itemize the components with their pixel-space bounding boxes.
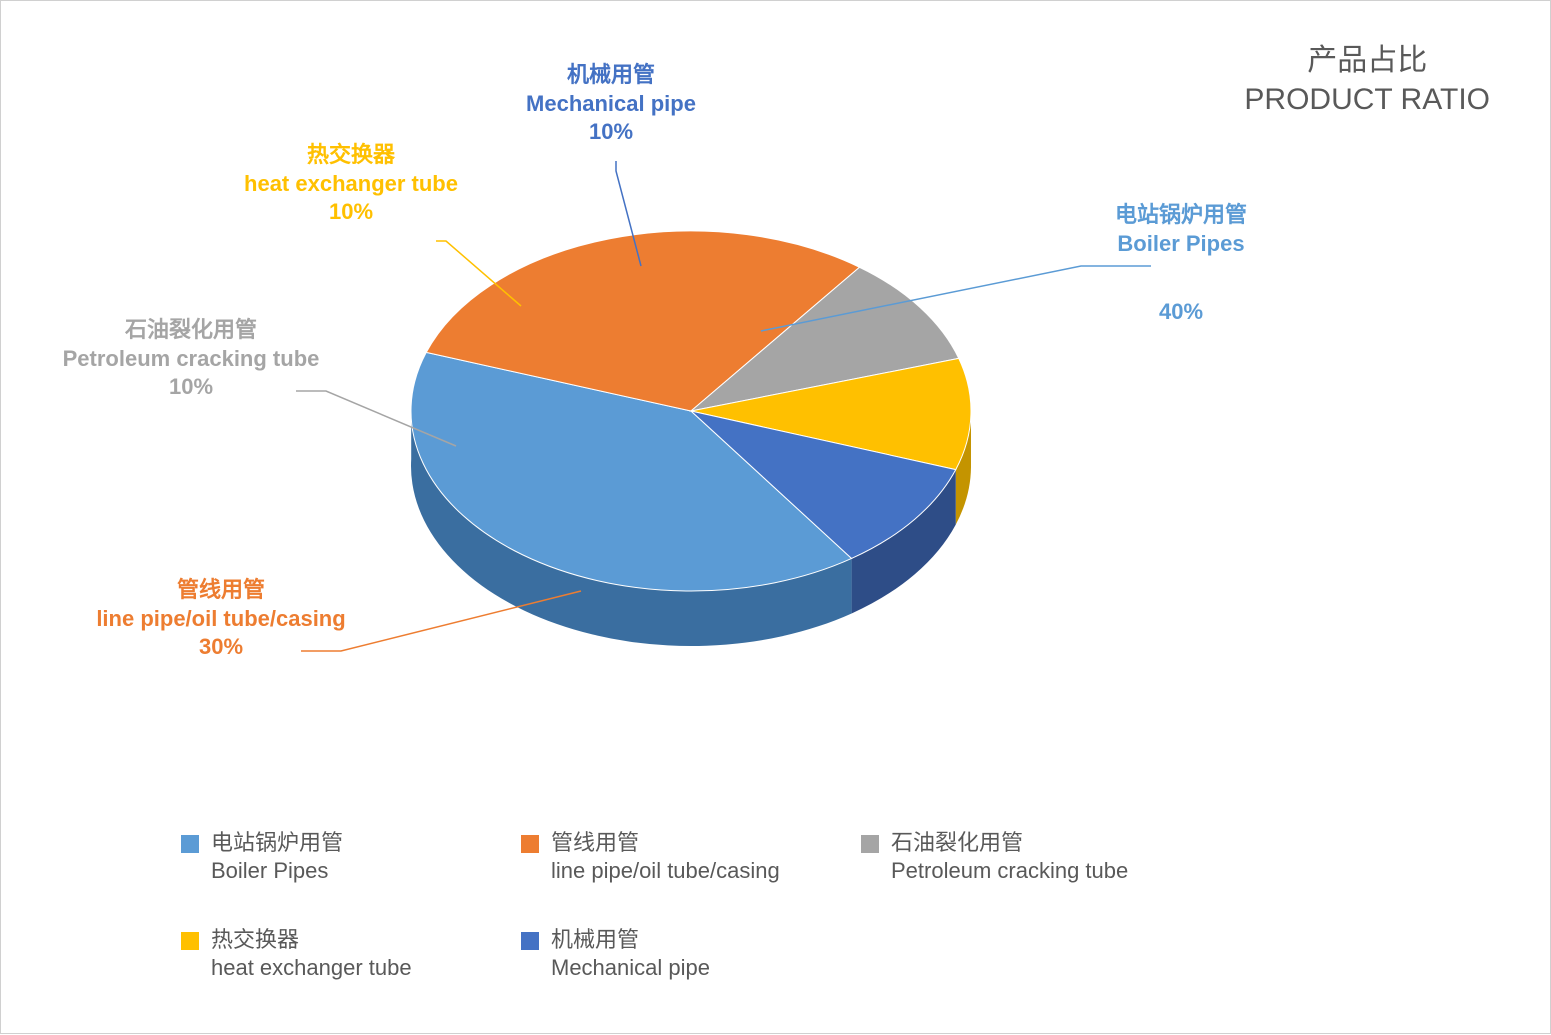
label-pct: 40% [1115, 298, 1247, 327]
label-en: Boiler Pipes [1115, 230, 1247, 259]
label-en: Mechanical pipe [526, 90, 696, 119]
legend-text: 热交换器heat exchanger tube [211, 926, 412, 983]
legend-text: 电站锅炉用管Boiler Pipes [211, 829, 343, 886]
label-cn: 电站锅炉用管 [1115, 201, 1247, 230]
pie-chart [381, 181, 1001, 681]
legend-swatch [181, 932, 199, 950]
label-linepipe: 管线用管line pipe/oil tube/casing30% [96, 576, 345, 662]
label-pct: 30% [96, 633, 345, 662]
legend-item-4: 机械用管Mechanical pipe [521, 926, 861, 983]
legend-text: 机械用管Mechanical pipe [551, 926, 710, 983]
label-cn: 管线用管 [96, 576, 345, 605]
label-pct: 10% [244, 198, 458, 227]
legend-swatch [861, 835, 879, 853]
label-cn: 石油裂化用管 [63, 316, 320, 345]
legend: 电站锅炉用管Boiler Pipes 管线用管line pipe/oil tube… [181, 829, 1490, 983]
label-en: Petroleum cracking tube [63, 345, 320, 374]
label-heatex: 热交换器heat exchanger tube10% [244, 141, 458, 227]
label-cn: 机械用管 [526, 61, 696, 90]
legend-item-1: 管线用管line pipe/oil tube/casing [521, 829, 861, 886]
title-en: PRODUCT RATIO [1244, 80, 1490, 119]
legend-swatch [521, 932, 539, 950]
legend-swatch [521, 835, 539, 853]
pie-svg [381, 181, 1001, 681]
legend-swatch [181, 835, 199, 853]
legend-text: 管线用管line pipe/oil tube/casing [551, 829, 780, 886]
chart-container: 产品占比 PRODUCT RATIO 电站锅炉用管Boiler Pipes 40%… [0, 0, 1551, 1034]
label-mechanical: 机械用管Mechanical pipe10% [526, 61, 696, 147]
legend-item-0: 电站锅炉用管Boiler Pipes [181, 829, 521, 886]
label-cn: 热交换器 [244, 141, 458, 170]
label-boiler: 电站锅炉用管Boiler Pipes 40% [1115, 201, 1247, 327]
label-en: heat exchanger tube [244, 170, 458, 199]
legend-item-3: 热交换器heat exchanger tube [181, 926, 521, 983]
legend-text: 石油裂化用管Petroleum cracking tube [891, 829, 1128, 886]
chart-title: 产品占比 PRODUCT RATIO [1244, 41, 1490, 119]
title-cn: 产品占比 [1244, 41, 1490, 80]
label-cracking: 石油裂化用管Petroleum cracking tube10% [63, 316, 320, 402]
label-en: line pipe/oil tube/casing [96, 605, 345, 634]
label-pct: 10% [526, 118, 696, 147]
legend-item-2: 石油裂化用管Petroleum cracking tube [861, 829, 1201, 886]
label-pct: 10% [63, 373, 320, 402]
